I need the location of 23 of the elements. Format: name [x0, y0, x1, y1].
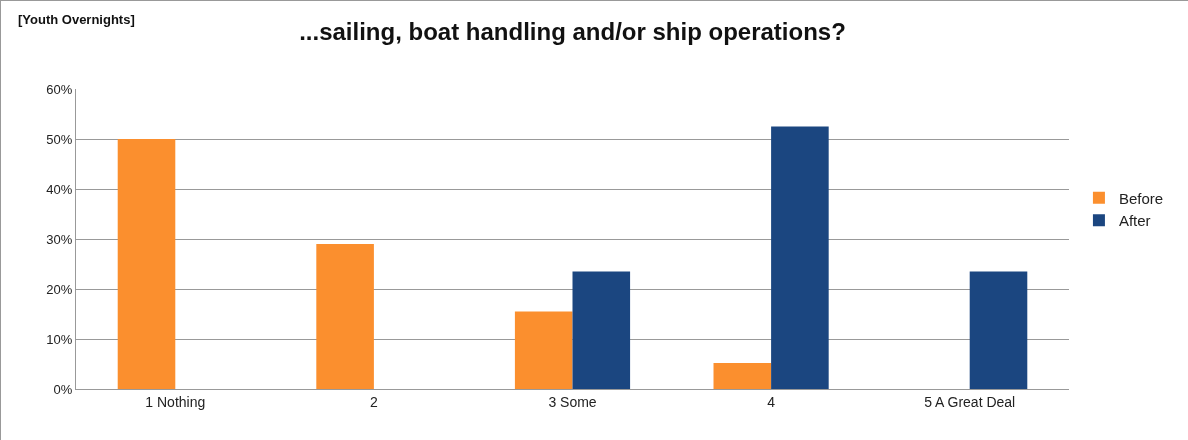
- y-tick-label: 50%: [46, 131, 73, 147]
- bar: [969, 271, 1028, 389]
- legend-label: Before: [1118, 189, 1164, 207]
- x-tick-label: 2: [370, 393, 378, 410]
- y-tick-label: 30%: [46, 231, 73, 247]
- x-tick-label: 5 A Great Deal: [924, 393, 1016, 410]
- bar: [771, 126, 829, 389]
- legend-label: After: [1118, 212, 1151, 230]
- y-tick-label: 60%: [46, 81, 73, 97]
- x-tick-label: 1 Nothing: [145, 393, 206, 410]
- y-tick-label: 0%: [53, 381, 73, 397]
- chart-title: ...sailing, boat handling and/or ship operations?: [299, 18, 846, 46]
- bar: [514, 311, 573, 389]
- bar: [117, 139, 176, 389]
- y-tick-label: 10%: [46, 331, 73, 347]
- bar: [713, 363, 772, 389]
- y-tick-label: 40%: [46, 181, 73, 197]
- bar: [316, 244, 374, 389]
- y-tick-label: 20%: [46, 281, 73, 297]
- bar: [572, 271, 631, 389]
- x-tick-label: 4: [767, 393, 776, 410]
- chart-subtitle: [Youth Overnights]: [18, 12, 135, 27]
- x-tick-label: 3 Some: [548, 393, 597, 410]
